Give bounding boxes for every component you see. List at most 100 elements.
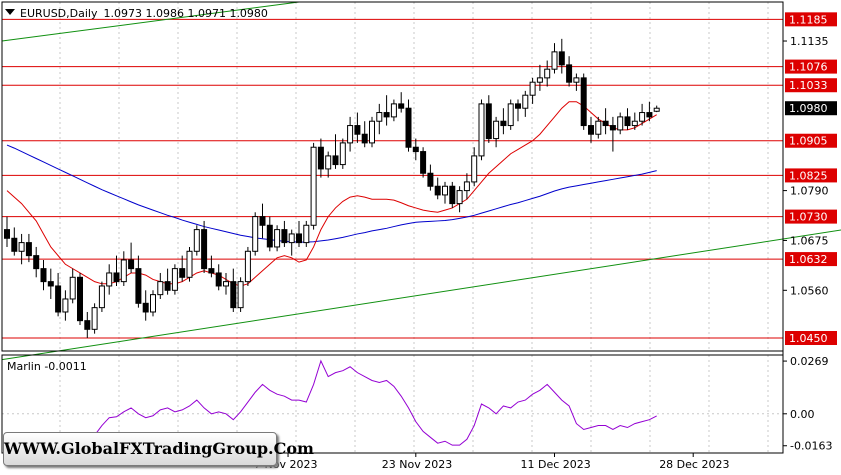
candle-body (573, 77, 580, 83)
oscillator-line (6, 359, 657, 448)
candle-body (602, 120, 609, 127)
candle-body (25, 242, 32, 257)
candle-body (179, 268, 186, 278)
level-lines (2, 18, 783, 339)
candle-body (471, 155, 478, 183)
price-tick-label: 1.0790 (790, 185, 829, 198)
candle-body (237, 281, 244, 309)
price-grid (59, 2, 769, 453)
watermark-banner: WWW.GlobalFXTradingGroup.Com (3, 432, 314, 466)
candle-body (11, 237, 18, 252)
candle-body (595, 120, 602, 135)
candle-body (566, 64, 573, 83)
candle-body (588, 125, 594, 135)
candle-body (354, 125, 361, 135)
candle-body (493, 120, 500, 140)
candle-body (580, 77, 587, 127)
price-tick-label: 1.0560 (790, 284, 829, 297)
candle-body (40, 268, 47, 283)
candle-body (624, 116, 631, 127)
candle-body (390, 103, 397, 118)
candle-body (91, 307, 98, 330)
candle-body (259, 216, 266, 226)
candle-body (551, 51, 558, 70)
candle-body (310, 146, 317, 226)
current-price-label: 1.0980 (789, 102, 828, 115)
candle-body (201, 229, 208, 270)
level-price-label: 1.1033 (789, 79, 828, 92)
candle-body (77, 276, 83, 322)
candle-body (376, 112, 383, 122)
level-price-label: 1.0825 (789, 169, 828, 182)
level-price-tag (785, 209, 837, 224)
candle-body (128, 259, 135, 270)
candle-body (33, 255, 40, 270)
oscillator-tick-label: 0.0269 (790, 355, 829, 368)
candle-body (244, 250, 251, 283)
candles (4, 38, 660, 338)
symbol-title: EURUSD,Daily (20, 7, 98, 20)
current-price-tag (785, 101, 837, 116)
level-price-tag (785, 252, 837, 267)
level-price-tag (785, 12, 837, 27)
candle-body (339, 142, 346, 166)
candle-body (84, 320, 91, 330)
level-price-label: 1.0632 (789, 253, 828, 266)
collapse-triangle-icon[interactable] (5, 9, 15, 15)
level-price-label: 1.0730 (789, 211, 828, 224)
candle-body (157, 281, 164, 296)
candle-body (55, 285, 62, 313)
candle-body (522, 94, 529, 109)
candle-body (150, 294, 156, 313)
candle-body (98, 285, 105, 309)
moving-averages (6, 101, 657, 287)
time-tick-label: 23 Nov 2023 (382, 458, 452, 471)
candle-body (361, 133, 368, 144)
candle-body (544, 68, 551, 79)
candle-body (653, 107, 660, 112)
chart-header: EURUSD,Daily 1.0973 1.0986 1.0971 1.0980 (20, 7, 268, 20)
candle-body (47, 281, 54, 287)
level-price-tag (785, 59, 837, 74)
candle-body (208, 268, 215, 274)
candle-body (4, 229, 10, 239)
indicator-label: Marlin -0.0011 (7, 360, 87, 373)
trend-channel-line (1, 1, 300, 42)
candle-body (325, 155, 332, 170)
price-tick-label: 1.0675 (790, 234, 829, 247)
candle-body (281, 229, 288, 244)
ohlc-values: 1.0973 1.0986 1.0971 1.0980 (103, 7, 267, 20)
channel-lines (1, 1, 841, 361)
candle-body (164, 281, 171, 291)
candle-body (230, 281, 237, 309)
oscillator-panel (2, 359, 783, 448)
candle-body (69, 276, 76, 300)
trend-channel-line (1, 229, 841, 361)
candle-body (420, 151, 427, 174)
candle-body (369, 120, 375, 144)
candle-body (463, 181, 470, 192)
candle-body (303, 224, 310, 244)
ma-fast-line (6, 101, 657, 287)
oscillator-tick-label: 0.00 (790, 408, 815, 421)
candle-body (186, 250, 193, 278)
candle-body (296, 233, 302, 244)
candle-body (500, 120, 507, 127)
candle-body (113, 272, 120, 283)
candle-body (478, 103, 485, 157)
candle-body (485, 103, 492, 140)
level-price-label: 1.1076 (789, 61, 828, 74)
candle-body (266, 224, 273, 248)
candle-body (18, 242, 25, 252)
candle-body (135, 268, 142, 304)
time-tick-label: 28 Dec 2023 (659, 458, 729, 471)
level-price-label: 1.0450 (789, 332, 828, 345)
level-price-tag (785, 78, 837, 93)
candle-body (288, 233, 295, 244)
price-tick-label: 1.1135 (790, 35, 829, 48)
candle-body (427, 172, 434, 187)
candle-body (456, 190, 463, 205)
candle-body (252, 216, 259, 252)
level-price-tag (785, 330, 837, 345)
